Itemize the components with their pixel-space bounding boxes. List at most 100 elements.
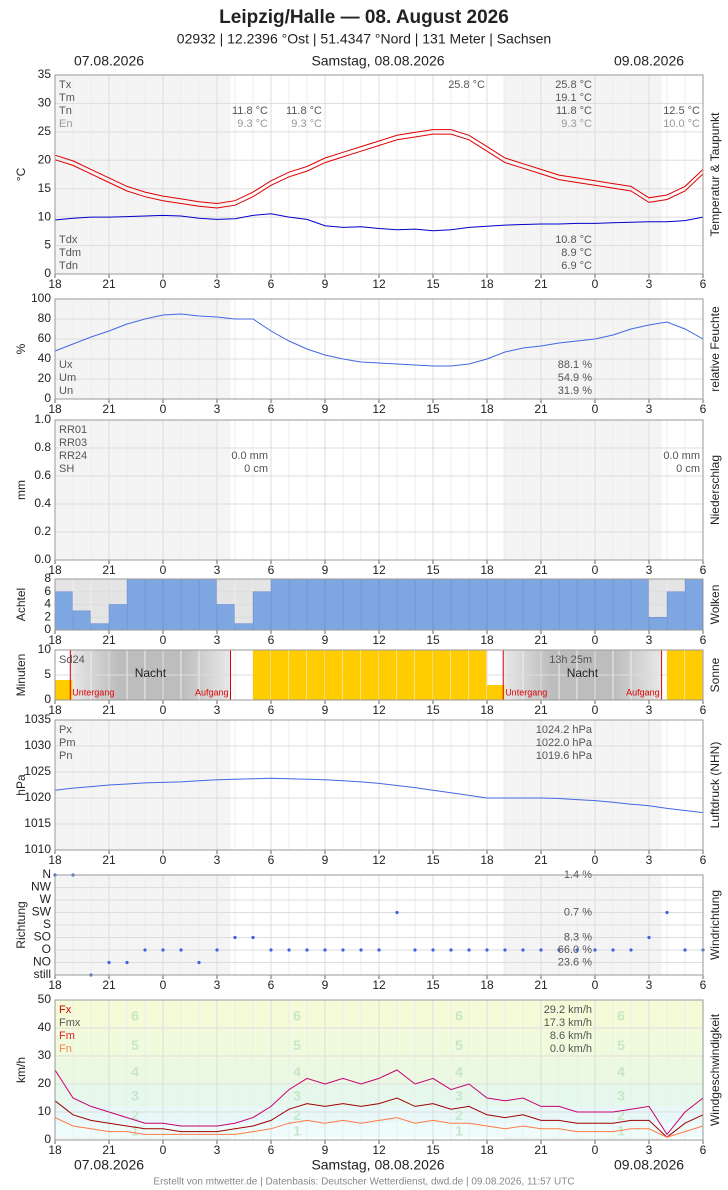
- direction-point: [341, 948, 345, 952]
- y-axis-label: hPa: [14, 774, 28, 796]
- stat-value: 0 cm: [244, 463, 268, 475]
- footer: Erstellt von mtwetter.de | Datenbasis: D…: [153, 1177, 574, 1188]
- legend-label: Pm: [59, 737, 76, 749]
- x-tick-label: 15: [426, 1143, 440, 1157]
- x-tick-label: 12: [372, 633, 386, 647]
- y-tick-label: 10: [38, 642, 52, 656]
- x-tick-label: 6: [268, 1143, 275, 1157]
- y-tick-label: 20: [38, 152, 52, 166]
- y-tick-label: 1020: [24, 790, 51, 804]
- bar: [361, 650, 379, 700]
- plot-frame: [54, 74, 704, 275]
- legend-label: Fx: [59, 1004, 72, 1016]
- legend-label: Sd24: [59, 654, 85, 666]
- beaufort-label: 3: [455, 1087, 463, 1103]
- bar: [234, 623, 253, 631]
- stat-value: 0 cm: [676, 463, 700, 475]
- y-tick-label: 6: [44, 584, 51, 598]
- x-tick-label: 6: [700, 1143, 707, 1157]
- y-tick-label: 8: [44, 571, 51, 585]
- bar: [378, 578, 397, 631]
- bar: [684, 578, 703, 631]
- x-tick-label: 18: [48, 402, 62, 416]
- x-tick-label: 0: [160, 563, 167, 577]
- series-line: [54, 313, 704, 367]
- direction-point: [125, 960, 129, 965]
- legend-label: RR24: [59, 450, 87, 462]
- night-shade: [503, 299, 662, 399]
- x-tick-label: 6: [268, 853, 275, 867]
- stat-value: 31.9 %: [558, 385, 592, 397]
- bar: [216, 604, 235, 631]
- bar: [432, 578, 451, 631]
- x-tick-label: 6: [700, 402, 707, 416]
- x-tick-label: 15: [426, 563, 440, 577]
- direction-point: [611, 948, 615, 952]
- x-tick-label: 21: [102, 1143, 116, 1157]
- x-tick-label: 18: [480, 978, 494, 992]
- direction-point: [449, 948, 453, 952]
- legend-label: Tx: [59, 79, 72, 91]
- x-tick-label: 3: [214, 978, 221, 992]
- legend-label: Tdx: [59, 234, 78, 246]
- x-tick-label: 21: [534, 563, 548, 577]
- bar: [450, 578, 469, 631]
- y-tick-label: 1030: [24, 738, 51, 752]
- y-tick-label: 5: [44, 667, 51, 681]
- stat-value: 0.0 mm: [663, 450, 700, 462]
- direction-point: [395, 910, 399, 915]
- direction-point: [215, 948, 219, 952]
- y-tick-label: S: [43, 917, 51, 931]
- x-tick-label: 9: [322, 853, 329, 867]
- x-tick-label: 3: [646, 1143, 653, 1157]
- direction-point: [665, 910, 669, 915]
- x-tick-label: 0: [160, 633, 167, 647]
- x-tick-label: 21: [534, 633, 548, 647]
- x-tick-label: 9: [322, 978, 329, 992]
- bar: [342, 578, 361, 631]
- direction-point: [161, 948, 165, 952]
- x-tick-label: 9: [322, 633, 329, 647]
- y-tick-label: 0: [44, 266, 51, 280]
- night-shade: [503, 720, 662, 850]
- x-tick-label: 3: [214, 633, 221, 647]
- bar: [504, 578, 523, 631]
- x-tick-label: 12: [372, 402, 386, 416]
- bar: [270, 578, 289, 631]
- bar: [90, 623, 109, 631]
- y-tick-label: NO: [33, 955, 51, 969]
- direction-point: [647, 935, 651, 940]
- stat-value: 13h 25m: [549, 654, 592, 666]
- direction-point: [251, 935, 255, 940]
- y-tick-label: 0.4: [34, 496, 51, 510]
- x-tick-label: 3: [646, 853, 653, 867]
- direction-point: [539, 948, 543, 952]
- bar: [325, 650, 343, 700]
- x-tick-label: 0: [592, 633, 599, 647]
- plot-frame: [54, 578, 704, 631]
- direction-point: [557, 948, 561, 952]
- direction-point: [233, 935, 237, 940]
- sun-event-label: Untergang: [505, 687, 547, 697]
- bar: [162, 578, 181, 631]
- beaufort-label: 3: [293, 1087, 301, 1103]
- bar: [576, 578, 595, 631]
- y-axis-label: km/h: [14, 1057, 28, 1083]
- share-label: 66.0 %: [558, 944, 592, 956]
- bar: [289, 650, 307, 700]
- bar: [469, 650, 487, 700]
- x-tick-label: 12: [372, 703, 386, 717]
- beaufort-label: 4: [455, 1064, 463, 1080]
- stat-value: 6.9 °C: [561, 260, 592, 272]
- x-tick-label: 6: [268, 563, 275, 577]
- panel-label: relative Feuchte: [708, 306, 722, 392]
- bar: [324, 578, 343, 631]
- stat-value: 0.0 km/h: [550, 1043, 592, 1055]
- y-tick-label: 1035: [24, 712, 51, 726]
- stat-value: 8.6 km/h: [550, 1030, 592, 1042]
- share-label: 8.3 %: [564, 931, 592, 943]
- legend-label: Fm: [59, 1030, 75, 1042]
- beaufort-label: 6: [617, 1008, 625, 1024]
- direction-point: [467, 948, 471, 952]
- x-tick-label: 6: [268, 703, 275, 717]
